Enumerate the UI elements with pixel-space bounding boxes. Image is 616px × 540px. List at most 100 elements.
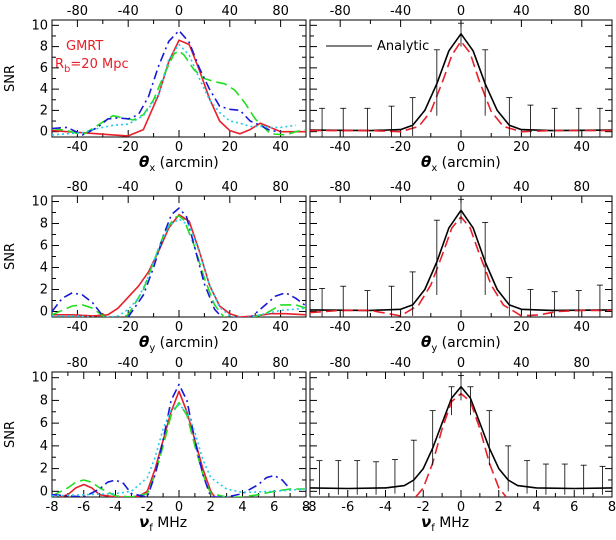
top-axis-tick-label: 80 — [574, 180, 591, 195]
top-axis-tick-label: 40 — [513, 356, 530, 371]
x-axis-label: θx (arcmin) — [139, 153, 219, 174]
x-tick-label: 4 — [238, 500, 246, 515]
panel-row2-left: -40 -20 0 20 40 -80 -40 0 40 80 0 2 4 6 8 10 θy (arcmin) — [31, 180, 307, 354]
x-tick-label: 4 — [532, 500, 540, 515]
x-axis-label: θy (arcmin) — [421, 333, 501, 354]
top-axis-tick-label: 0 — [457, 180, 465, 195]
panel-label-sub-b: b — [64, 64, 70, 75]
series-red-dashed — [415, 392, 507, 497]
series-cyan-dotted — [52, 218, 306, 317]
top-axis-tick-label: -80 — [67, 356, 88, 371]
top-axis-tick-label: 40 — [222, 356, 239, 371]
top-axis-tick-label: 0 — [175, 4, 183, 19]
top-axis-tick-label: 80 — [574, 356, 591, 371]
y-tick-label: 2 — [40, 462, 48, 477]
panel-label-value: =20 Mpc — [70, 57, 128, 72]
series-green-dashed — [52, 49, 306, 136]
x-tick-label: -4 — [379, 500, 392, 515]
series-black-solid — [310, 32, 612, 132]
y-axis-label: SNR — [3, 421, 18, 448]
panel-frame — [51, 19, 307, 138]
top-axis-tick-label: -80 — [67, 4, 88, 19]
x-tick-label: 20 — [222, 140, 239, 155]
x-axis-label-symbol: θ — [421, 153, 431, 171]
series-group — [52, 383, 306, 497]
series-group — [52, 207, 306, 317]
panel-row1-right: -40 -20 0 20 40 -80 -40 0 40 80 θx (arcmin) — [309, 4, 613, 174]
x-axis-label-sub: f — [149, 523, 153, 534]
top-axis-tick-label: 0 — [175, 180, 183, 195]
x-axis-label-unit: MHz — [435, 515, 469, 531]
series-red-dashed — [310, 40, 612, 133]
panel-row3-left: -8 -6 -4 -2 0 2 4 6 8 -80 -40 0 40 80 0 2 4 6 8 10 νf MHz — [31, 356, 310, 534]
panel-row3-right: -8 -6 -4 -2 0 2 4 6 8 -80 -40 0 40 80 νf MHz — [304, 356, 616, 534]
top-axis-tick-label: -80 — [330, 356, 351, 371]
x-tick-label: -40 — [330, 140, 351, 155]
x-tick-label: 0 — [175, 500, 183, 515]
y-tick-label: 0 — [40, 484, 48, 499]
top-axis-tick-label: -80 — [330, 180, 351, 195]
y-tick-label: 10 — [31, 18, 48, 33]
top-axis-tick-label: -80 — [67, 180, 88, 195]
x-tick-label: -20 — [118, 140, 139, 155]
x-tick-label: -20 — [390, 140, 411, 155]
x-axis-label-unit: (arcmin) — [437, 335, 501, 351]
x-axis-label-symbol: θ — [139, 333, 149, 351]
top-axis-tick-label: -40 — [390, 180, 411, 195]
panel-label-gmrt: GMRT — [66, 39, 103, 54]
x-tick-label: -20 — [390, 320, 411, 335]
x-tick-label: 6 — [270, 500, 278, 515]
x-axis-label-symbol: θ — [421, 333, 431, 351]
x-axis-label-sub: y — [431, 343, 437, 354]
x-tick-label: 0 — [457, 320, 465, 335]
row1-left-annotations: GMRT Rb=20 Mpc — [55, 39, 129, 75]
x-tick-label: -2 — [417, 500, 430, 515]
x-axis-label-symbol: ν — [139, 513, 149, 531]
x-axis-label-symbol: θ — [139, 153, 149, 171]
y-tick-label: 4 — [40, 439, 48, 454]
x-tick-label: 0 — [175, 140, 183, 155]
x-tick-label: -40 — [67, 320, 88, 335]
x-tick-label: 40 — [272, 140, 289, 155]
top-axis-tick-label: 40 — [222, 180, 239, 195]
top-axis-tick-label: -40 — [118, 4, 139, 19]
analytic-legend-label: Analytic — [377, 39, 429, 54]
series-black-solid — [310, 209, 612, 312]
panel-row2-right: -40 -20 0 20 40 -80 -40 0 40 80 θy (arcmin) — [309, 180, 613, 354]
top-axis-tick-label: 80 — [574, 4, 591, 19]
panel-label-r: R — [55, 57, 64, 72]
top-axis-tick-label: -40 — [390, 356, 411, 371]
x-axis-label: θx (arcmin) — [421, 153, 501, 174]
x-tick-label: -8 — [304, 500, 317, 515]
x-tick-label: -6 — [341, 500, 354, 515]
x-axis-label: θy (arcmin) — [139, 333, 219, 354]
x-tick-label: 6 — [570, 500, 578, 515]
x-tick-label: 8 — [608, 500, 616, 515]
series-red-dashed — [310, 216, 612, 317]
series-cyan-dotted — [52, 404, 306, 497]
x-axis-label: νf MHz — [139, 513, 187, 534]
y-tick-label: 6 — [40, 239, 48, 254]
y-axis-label: SNR — [3, 243, 18, 270]
top-axis-tick-label: 80 — [272, 180, 289, 195]
y-tick-label: 10 — [31, 371, 48, 386]
x-axis-label-symbol: ν — [421, 513, 431, 531]
x-axis-label-sub: y — [149, 343, 155, 354]
panel-label-rb: Rb=20 Mpc — [55, 57, 129, 75]
top-axis-tick-label: 0 — [457, 4, 465, 19]
x-axis-label-sub: x — [149, 163, 155, 174]
x-tick-label: 40 — [574, 320, 591, 335]
top-axis-tick-label: 40 — [222, 4, 239, 19]
x-tick-label: -6 — [77, 500, 90, 515]
x-axis-label-unit: MHz — [153, 515, 187, 531]
series-red-solid — [59, 390, 216, 497]
top-axis-tick-label: 0 — [175, 356, 183, 371]
series-red-solid — [52, 39, 306, 137]
series-red-solid — [52, 213, 306, 317]
series-cyan-dotted — [52, 43, 296, 136]
series-black-solid — [310, 385, 612, 490]
top-axis-tick-label: -80 — [330, 4, 351, 19]
y-tick-label: 10 — [31, 195, 48, 210]
y-tick-label: 8 — [40, 217, 48, 232]
